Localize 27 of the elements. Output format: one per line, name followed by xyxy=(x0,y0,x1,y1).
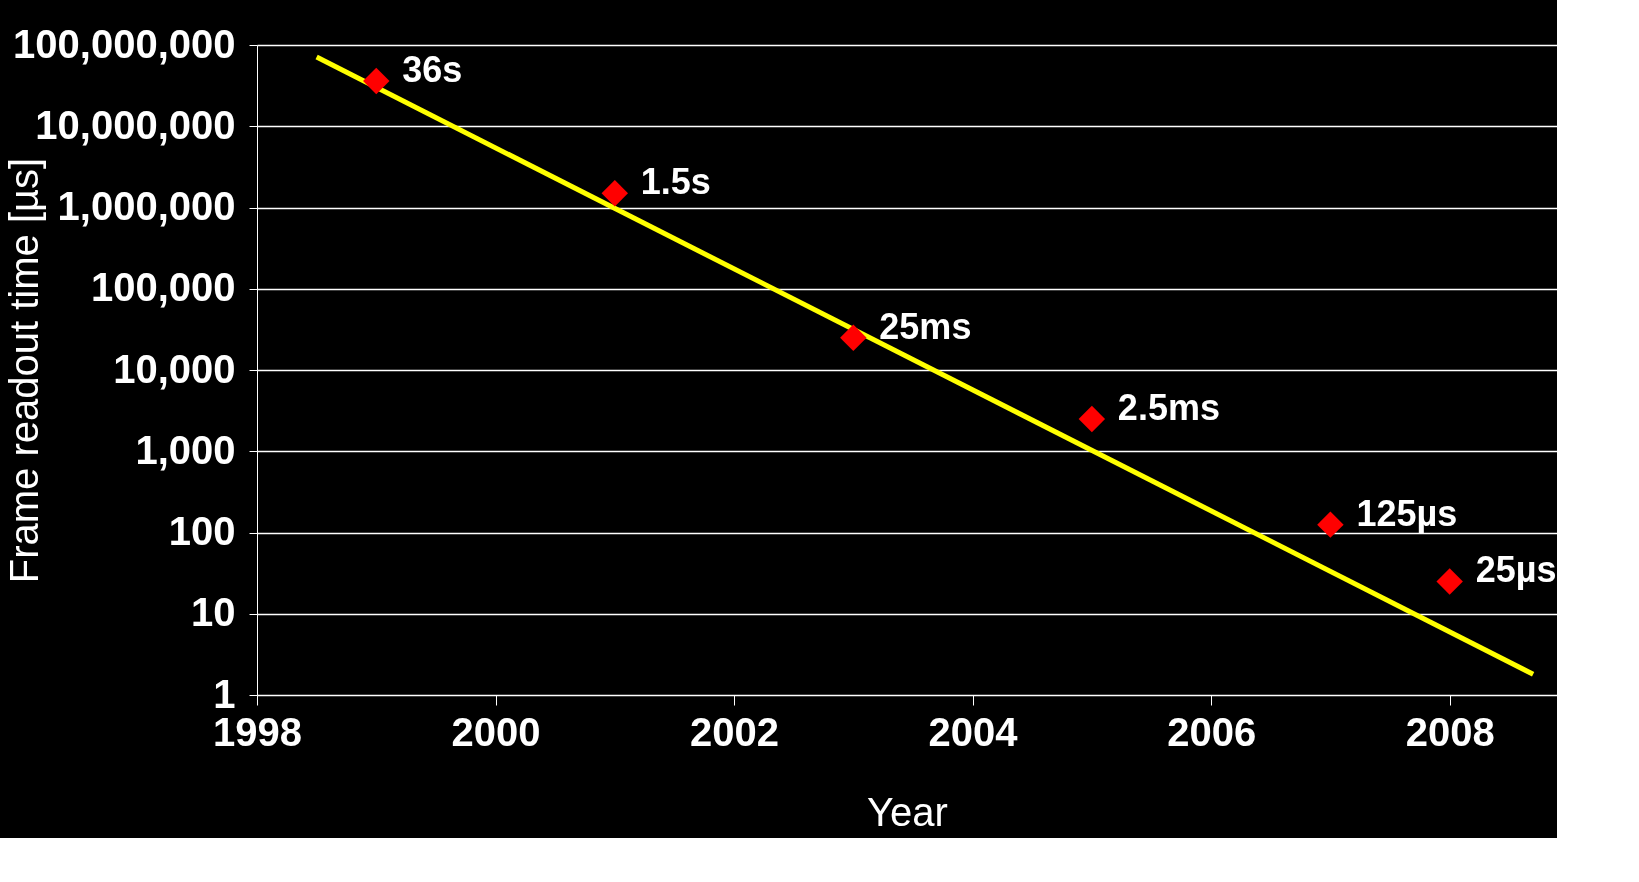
y-tick-label: 10,000 xyxy=(113,346,236,391)
x-tick-label: 2006 xyxy=(1167,709,1257,754)
annotation: 2.5ms xyxy=(1117,386,1220,428)
annotation: 25µs xyxy=(1475,549,1557,591)
point xyxy=(1078,405,1106,433)
point xyxy=(363,67,390,95)
x-tick-label: 2000 xyxy=(451,709,541,754)
y-axis-title: Frame readout time [µs] xyxy=(1,157,46,584)
annotation: 36s xyxy=(402,49,463,91)
y-tick-label: 10,000,000 xyxy=(35,102,236,147)
point xyxy=(1436,568,1463,595)
y-tick-label: 100,000 xyxy=(90,265,236,310)
point xyxy=(840,324,867,351)
annotation: 125µs xyxy=(1356,492,1458,534)
point xyxy=(1317,511,1344,538)
y-tick-label: 100 xyxy=(168,509,236,553)
y-tick-label: 1,000,000 xyxy=(57,184,236,228)
x-tick-label: 2004 xyxy=(928,709,1019,754)
x-tick-label: 2008 xyxy=(1405,709,1495,754)
y-tick-label: 1,000 xyxy=(135,427,236,472)
annotation: 1.5s xyxy=(640,161,711,203)
point xyxy=(601,179,629,207)
x-axis-title: Year xyxy=(867,789,948,834)
annotation: 25ms xyxy=(879,305,972,347)
y-tick-label: 10 xyxy=(191,590,236,635)
x-tick-label: 2002 xyxy=(690,709,780,754)
y-tick-label: 100,000,000 xyxy=(13,21,236,66)
